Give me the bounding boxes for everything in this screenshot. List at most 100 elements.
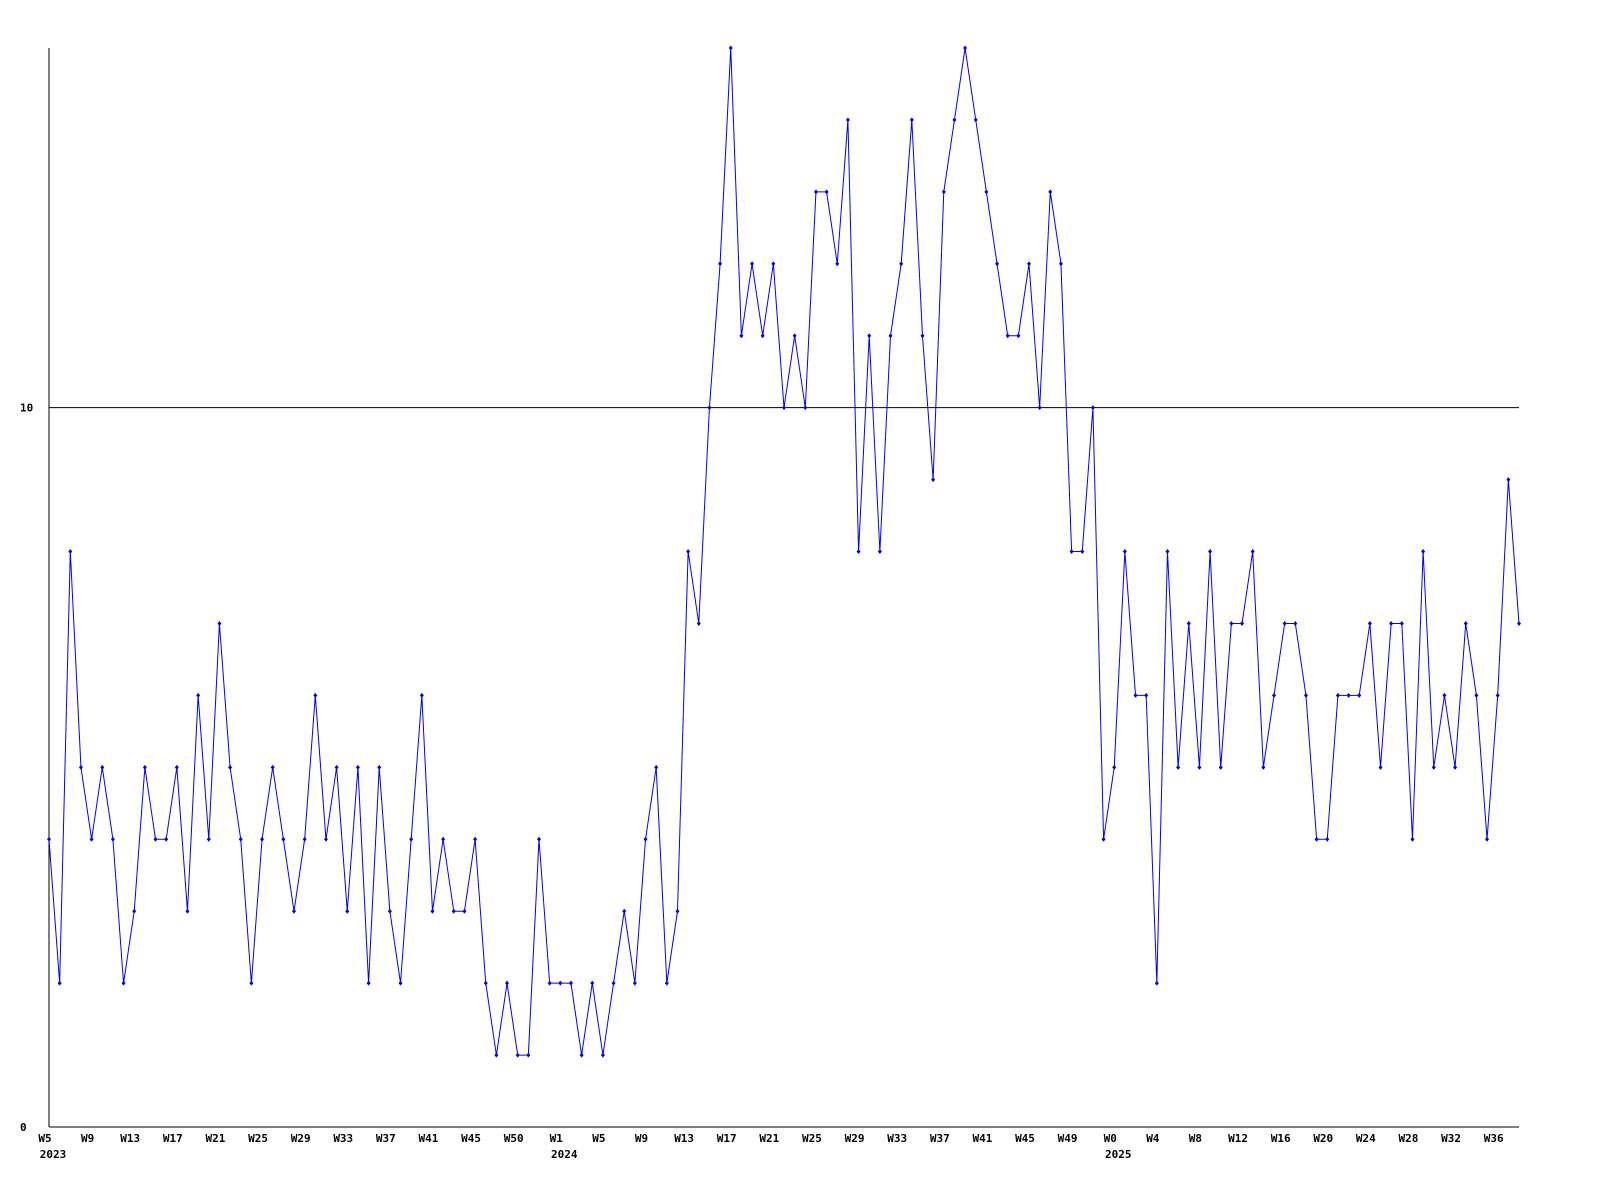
point-marker — [1346, 692, 1351, 698]
y-tick-label: 0 — [20, 1121, 27, 1134]
x-tick-label: W41 — [419, 1132, 439, 1145]
point-marker — [57, 980, 62, 986]
x-tick-label: W25 — [248, 1132, 268, 1145]
point-marker — [558, 980, 563, 986]
point-marker — [313, 692, 318, 698]
point-marker — [845, 117, 850, 123]
point-marker — [1357, 692, 1362, 698]
point-marker — [526, 1052, 531, 1058]
point-marker — [1037, 405, 1042, 411]
y-tick-label: 10 — [20, 402, 33, 415]
point-marker — [590, 980, 595, 986]
point-marker — [1229, 620, 1234, 626]
x-tick-label: W29 — [845, 1132, 865, 1145]
point-marker — [78, 764, 83, 770]
point-marker — [142, 764, 147, 770]
point-marker — [877, 549, 882, 555]
x-tick-label: W45 — [1015, 1132, 1035, 1145]
point-marker — [1027, 261, 1031, 267]
x-tick-label: W29 — [291, 1132, 311, 1145]
point-marker — [750, 261, 755, 267]
point-marker — [451, 908, 456, 914]
point-marker — [654, 764, 659, 770]
point-marker — [398, 980, 403, 986]
point-marker — [1495, 692, 1500, 698]
point-marker — [228, 764, 233, 770]
point-marker — [1389, 620, 1394, 626]
point-marker — [963, 45, 968, 51]
point-marker — [1314, 836, 1319, 842]
point-marker — [377, 764, 382, 770]
point-marker — [1421, 549, 1426, 555]
point-marker — [835, 261, 840, 267]
point-marker — [1154, 980, 1159, 986]
point-marker — [1453, 764, 1458, 770]
point-marker — [696, 620, 701, 626]
point-marker — [366, 980, 371, 986]
point-marker — [1090, 405, 1095, 411]
point-marker — [824, 189, 829, 195]
point-marker — [100, 764, 105, 770]
point-marker — [47, 836, 51, 842]
x-tick-label: W9 — [81, 1132, 94, 1145]
point-marker — [1431, 764, 1436, 770]
point-marker — [813, 189, 818, 195]
point-marker — [153, 836, 158, 842]
point-marker — [1272, 692, 1276, 698]
x-tick-label: W49 — [1058, 1132, 1078, 1145]
point-marker — [1048, 189, 1053, 195]
x-tick-label: W4 — [1146, 1132, 1160, 1145]
point-marker — [462, 908, 467, 914]
x-tick-label: W24 — [1356, 1132, 1376, 1145]
point-marker — [643, 836, 648, 842]
point-marker — [1016, 333, 1021, 339]
point-marker — [1101, 836, 1106, 842]
point-marker — [1250, 549, 1255, 555]
point-marker — [568, 980, 573, 986]
point-marker — [1410, 836, 1415, 842]
point-marker — [611, 980, 616, 986]
point-marker — [249, 980, 254, 986]
point-marker — [995, 261, 1000, 267]
point-marker — [547, 980, 552, 986]
point-marker — [1485, 836, 1490, 842]
point-marker — [888, 333, 893, 339]
point-marker — [909, 117, 914, 123]
point-marker — [1463, 620, 1468, 626]
point-marker — [483, 980, 488, 986]
point-marker — [1442, 692, 1447, 698]
point-marker — [323, 836, 328, 842]
point-marker — [1218, 764, 1223, 770]
point-marker — [1399, 620, 1404, 626]
x-tick-label: W37 — [930, 1132, 950, 1145]
point-marker — [292, 908, 296, 914]
point-marker — [68, 549, 73, 555]
x-tick-label: W13 — [120, 1132, 140, 1145]
point-marker — [941, 189, 946, 195]
x-tick-label: W36 — [1484, 1132, 1504, 1145]
point-marker — [1325, 836, 1330, 842]
x-tick-label: W33 — [887, 1132, 907, 1145]
point-marker — [409, 836, 414, 842]
point-marker — [1165, 549, 1170, 555]
point-marker — [771, 261, 776, 267]
point-marker — [952, 117, 957, 123]
point-marker — [121, 980, 126, 986]
point-marker — [387, 908, 392, 914]
point-marker — [782, 405, 786, 411]
x-sublabel: 2024 — [551, 1148, 578, 1161]
point-marker — [803, 405, 808, 411]
point-marker — [1080, 549, 1085, 555]
point-marker — [430, 908, 435, 914]
x-tick-label: W5 — [592, 1132, 605, 1145]
point-marker — [973, 117, 978, 123]
point-marker — [1378, 764, 1383, 770]
point-marker — [345, 908, 350, 914]
x-tick-label: W16 — [1271, 1132, 1291, 1145]
point-marker — [185, 908, 190, 914]
point-marker — [1293, 620, 1298, 626]
x-tick-label: W25 — [802, 1132, 822, 1145]
point-marker — [1133, 692, 1138, 698]
point-marker — [920, 333, 925, 339]
point-marker — [984, 189, 989, 195]
